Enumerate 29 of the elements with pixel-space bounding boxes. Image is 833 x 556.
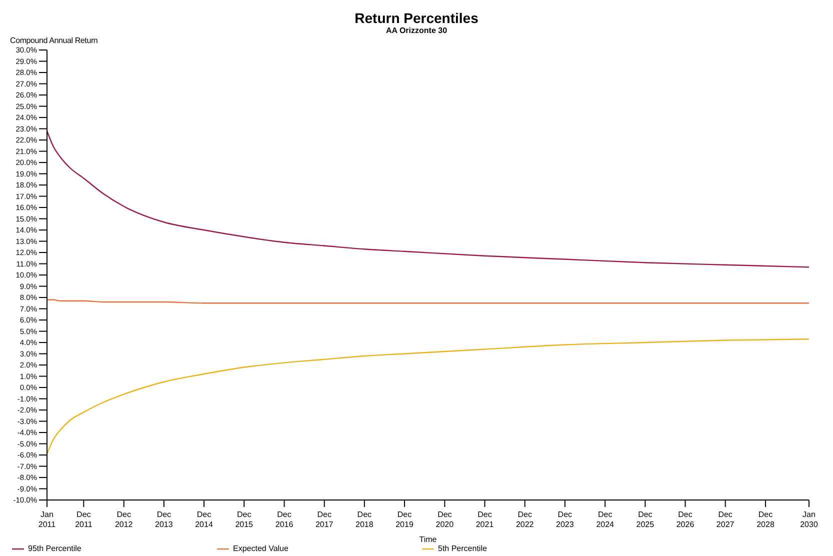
x-tick-label: Dec 2022 [516, 510, 534, 529]
x-axis-title: Time [419, 535, 438, 544]
legend-label: 5th Percentile [438, 544, 487, 553]
x-tick-label: Dec 2025 [636, 510, 655, 529]
x-tick-label: Dec 2013 [155, 510, 174, 529]
x-tick-label: Dec 2020 [436, 510, 454, 529]
x-tick-label: Dec 2019 [396, 510, 414, 529]
chart-subtitle: AA Orizzonte 30 [384, 26, 448, 35]
y-axis-title: Compound Annual Return [10, 36, 98, 45]
x-tick-label: Dec 2028 [756, 510, 775, 529]
x-tick-label: Dec 2021 [476, 510, 494, 529]
x-tick-label: Dec 2023 [556, 510, 574, 529]
x-tick-label: Dec 2012 [114, 510, 134, 529]
x-tick-label: Dec 2016 [275, 510, 294, 529]
line-series [47, 338, 809, 454]
x-tick-label: Dec 2027 [716, 510, 735, 529]
x-tick-label: Dec 2018 [356, 510, 374, 529]
x-tick-label: Dec 2015 [235, 510, 254, 529]
line-series [47, 130, 809, 268]
x-tick-label: Dec 2026 [676, 510, 695, 529]
chart-title: Return Percentiles [354, 10, 480, 26]
x-tick-label: Dec 2017 [315, 510, 334, 529]
legend-label: 95th Percentile [28, 544, 82, 553]
x-tick-label: Dec 2024 [596, 510, 615, 529]
x-tick-label: Dec 2014 [195, 510, 214, 529]
x-tick-label: Jan 2011 [38, 510, 56, 529]
x-tick-label: Dec 2011 [75, 510, 93, 529]
x-tick-label: Jan 2030 [800, 510, 818, 529]
legend-label: Expected Value [233, 544, 288, 553]
